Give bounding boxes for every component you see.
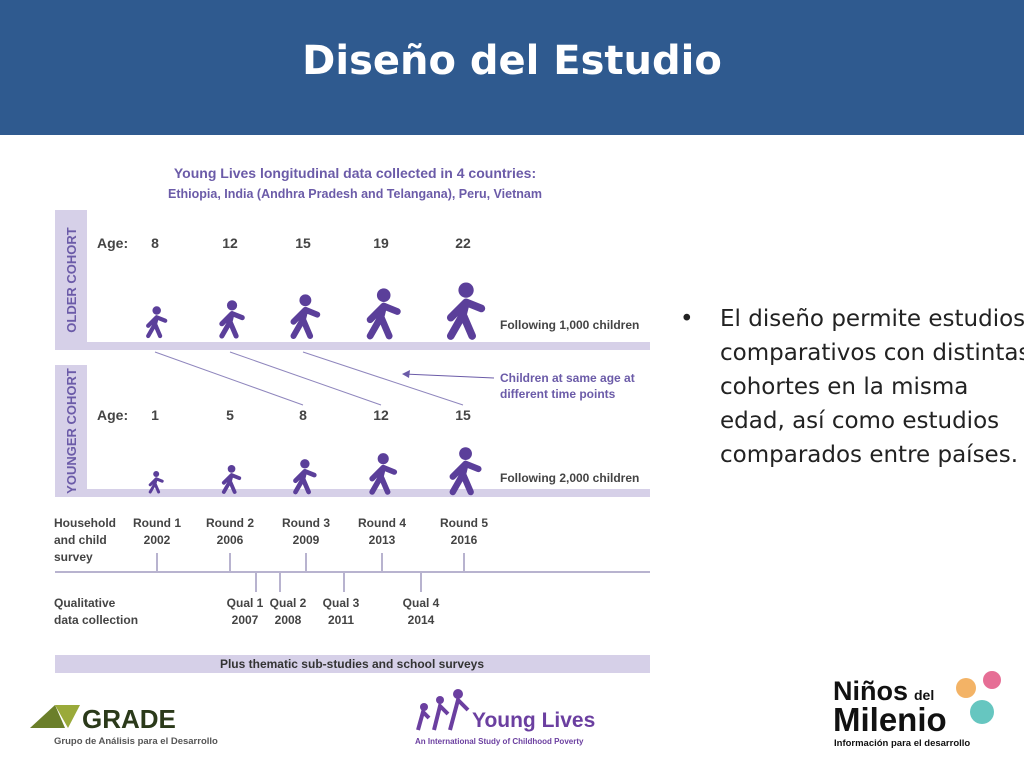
child-figure <box>290 306 321 339</box>
bullet-text: El diseño permite estudios comparativos … <box>680 302 1024 472</box>
yl-icon <box>416 689 470 731</box>
age-label: Age: <box>97 235 128 251</box>
cohort-note: Following 1,000 children <box>500 318 639 332</box>
young-lives-sub: An International Study of Childhood Pove… <box>415 737 584 746</box>
child-figure <box>446 298 486 340</box>
age-value: 1 <box>151 407 159 423</box>
round-year: 2009 <box>293 533 320 547</box>
child-figure <box>458 282 474 298</box>
age-value: 12 <box>222 235 238 251</box>
child-figure <box>293 468 317 495</box>
qual-year: 2014 <box>408 613 435 627</box>
cohort-band <box>87 489 650 497</box>
qual-name: Qual 1 <box>227 596 264 610</box>
young-lives-name: Young Lives <box>472 709 595 732</box>
del-word: del <box>914 687 934 703</box>
footer-band-text: Plus thematic sub-studies and school sur… <box>220 657 484 671</box>
qual-year: 2007 <box>232 613 259 627</box>
cohort-bar <box>55 365 87 497</box>
age-value: 19 <box>373 235 389 251</box>
child-figure <box>152 306 161 315</box>
age-label: Age: <box>97 407 128 423</box>
figure-heading: Young Lives longitudinal data collected … <box>174 165 536 181</box>
arrow-head <box>402 370 410 378</box>
round-name: Round 5 <box>440 516 488 530</box>
age-value: 22 <box>455 235 471 251</box>
round-name: Round 3 <box>282 516 330 530</box>
qual-label: Qualitative <box>54 596 116 610</box>
round-year: 2002 <box>144 533 171 547</box>
qual-name: Qual 3 <box>323 596 360 610</box>
child-figure <box>153 471 160 477</box>
logo-dot <box>956 678 976 698</box>
ninos-sub: Información para el desarrollo <box>834 738 970 749</box>
round-name: Round 4 <box>358 516 406 530</box>
round-year: 2013 <box>369 533 396 547</box>
link-line <box>229 351 382 406</box>
grade-sub: Grupo de Análisis para el Desarrollo <box>54 736 218 747</box>
survey-label: and child <box>54 533 107 547</box>
child-figure <box>376 288 391 303</box>
age-value: 8 <box>299 407 307 423</box>
grade-name: GRADE <box>82 704 176 734</box>
logo-dot <box>970 700 994 724</box>
logo-dot <box>983 671 1001 689</box>
child-figure <box>146 315 168 339</box>
arrow <box>403 373 495 379</box>
child-figure <box>369 464 398 495</box>
age-value: 15 <box>295 235 311 251</box>
link-line <box>302 351 464 406</box>
survey-label: Household <box>54 516 116 530</box>
cohort-label: OLDER COHORT <box>64 227 79 333</box>
age-value: 15 <box>455 407 471 423</box>
qual-name: Qual 2 <box>270 596 307 610</box>
footer-band <box>55 655 650 673</box>
child-figure <box>221 473 242 494</box>
grade-icon <box>55 705 80 728</box>
age-value: 8 <box>151 235 159 251</box>
child-figure <box>227 465 236 473</box>
cohort-label: YOUNGER COHORT <box>64 368 79 494</box>
child-figure <box>459 447 472 460</box>
child-figure <box>299 294 312 307</box>
cohort-note: Following 2,000 children <box>500 471 639 485</box>
round-name: Round 1 <box>133 516 181 530</box>
round-year: 2006 <box>217 533 244 547</box>
child-figure <box>219 311 245 339</box>
qual-label: data collection <box>54 613 138 627</box>
header-band <box>0 0 1024 135</box>
round-year: 2016 <box>451 533 478 547</box>
qual-year: 2008 <box>275 613 302 627</box>
qual-year: 2011 <box>328 613 354 627</box>
age-value: 12 <box>373 407 389 423</box>
grade-icon <box>30 705 65 728</box>
child-figure <box>449 460 482 496</box>
cohort-bar <box>55 210 87 350</box>
child-figure <box>377 453 389 465</box>
same-age-note: Children at same age at <box>500 371 635 385</box>
cohort-band <box>87 342 650 350</box>
round-name: Round 2 <box>206 516 254 530</box>
child-figure <box>226 300 238 311</box>
slide-title: Diseño del Estudio <box>302 38 722 84</box>
link-line <box>154 351 304 406</box>
qual-name: Qual 4 <box>403 596 440 610</box>
child-figure <box>300 459 310 469</box>
survey-label: survey <box>54 550 93 564</box>
child-figure <box>366 302 401 340</box>
child-figure <box>148 477 164 494</box>
same-age-note: different time points <box>500 387 616 401</box>
figure-countries: Ethiopia, India (Andhra Pradesh and Tela… <box>168 187 542 201</box>
milenio-word: Milenio <box>833 701 947 738</box>
ninos-word: Niños <box>833 676 908 706</box>
age-value: 5 <box>226 407 234 423</box>
